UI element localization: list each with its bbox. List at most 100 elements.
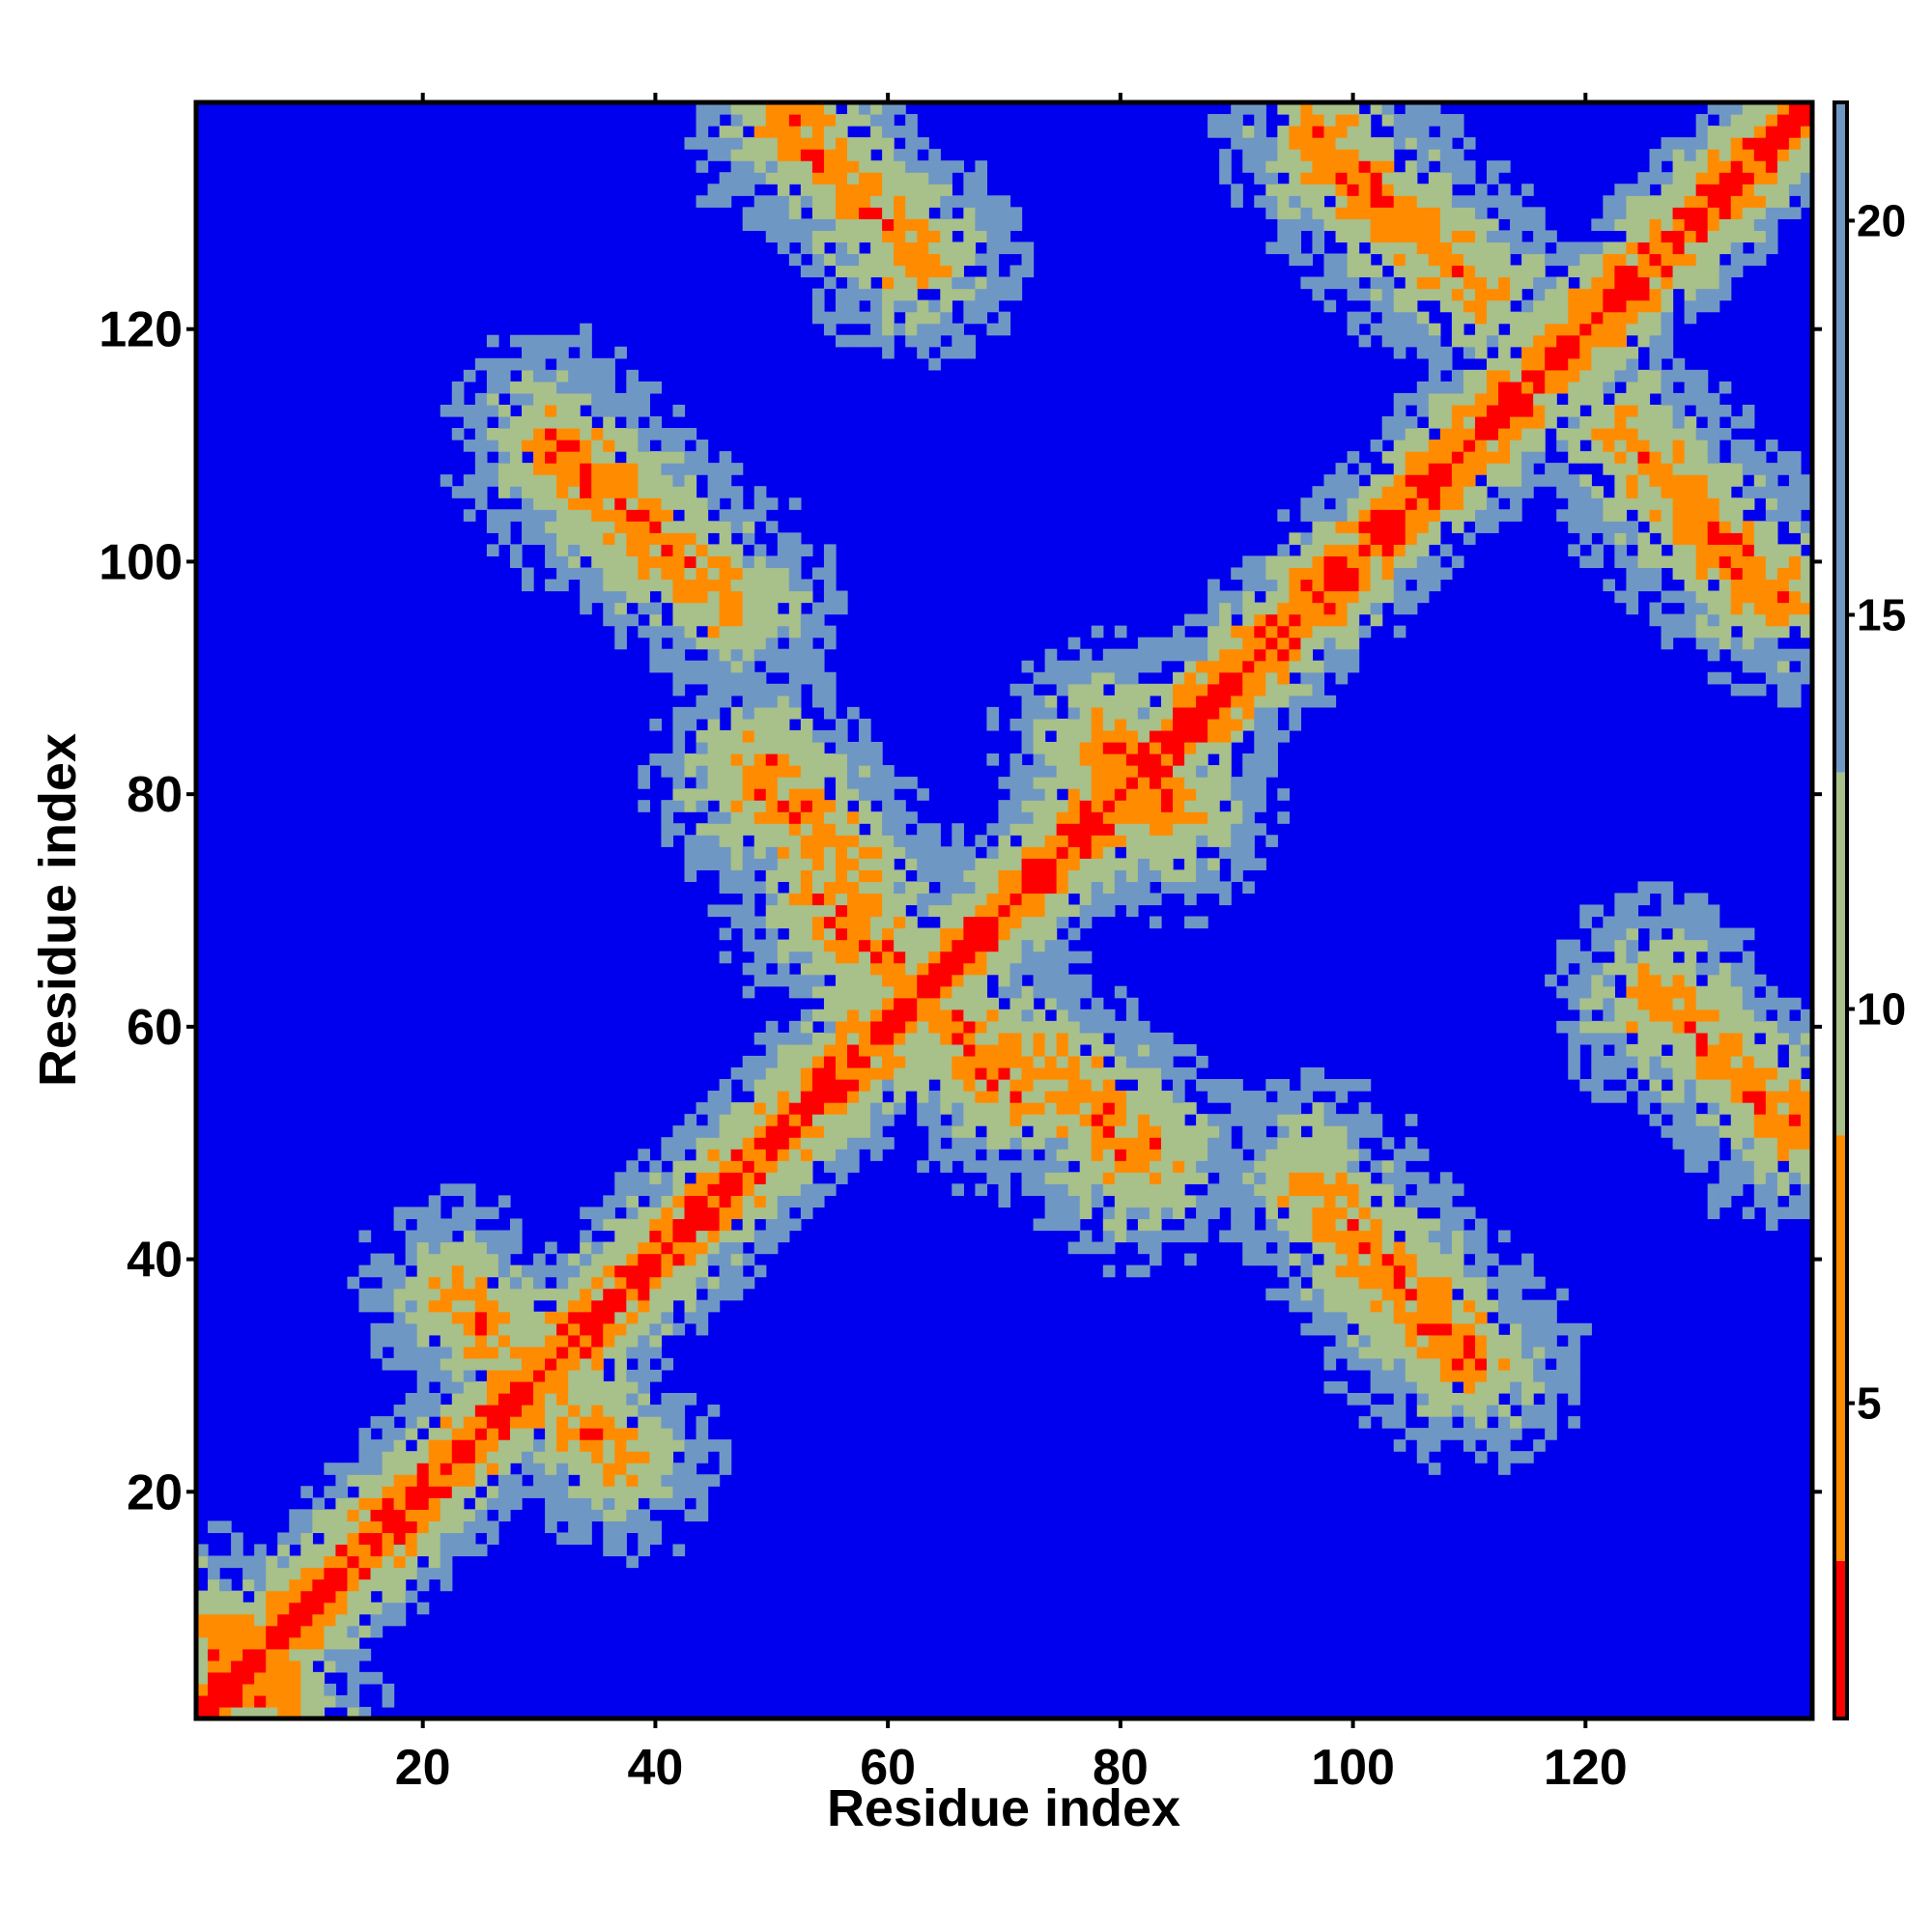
- heatmap-cell: [1439, 1416, 1453, 1429]
- heatmap-cell: [1358, 463, 1372, 475]
- heatmap-cell: [1463, 242, 1476, 255]
- heatmap-cell: [975, 288, 988, 301]
- heatmap-cell: [1289, 1276, 1302, 1290]
- heatmap-cell: [742, 172, 755, 185]
- heatmap-cell: [1510, 288, 1522, 301]
- heatmap-cell: [998, 1055, 1011, 1068]
- heatmap-cell: [1219, 160, 1232, 173]
- heatmap-cell: [847, 288, 860, 301]
- heatmap-cell: [1219, 718, 1232, 731]
- heatmap-cell: [742, 555, 755, 569]
- heatmap-cell: [894, 835, 906, 847]
- heatmap-cell: [1381, 218, 1395, 231]
- heatmap-cell: [730, 741, 744, 754]
- heatmap-cell: [1009, 1009, 1023, 1022]
- heatmap-cell: [463, 1392, 476, 1406]
- heatmap-cell: [1044, 893, 1058, 906]
- heatmap-cell: [545, 428, 557, 440]
- heatmap-cell: [661, 1299, 674, 1313]
- heatmap-cell: [672, 1497, 686, 1510]
- heatmap-cell: [1393, 521, 1406, 533]
- heatmap-cell: [1381, 1195, 1395, 1208]
- heatmap-cell: [1347, 637, 1360, 650]
- heatmap-cell: [1091, 1102, 1104, 1115]
- heatmap-cell: [580, 486, 592, 498]
- heatmap-cell: [811, 253, 825, 267]
- heatmap-cell: [742, 765, 755, 778]
- heatmap-cell: [963, 893, 977, 906]
- heatmap-cell: [1242, 881, 1255, 895]
- heatmap-cell: [894, 962, 906, 976]
- heatmap-cell: [1370, 1405, 1383, 1417]
- heatmap-cell: [952, 1055, 964, 1068]
- heatmap-cell: [1219, 765, 1232, 778]
- heatmap-cell: [556, 428, 569, 440]
- heatmap-cell: [1405, 207, 1418, 219]
- heatmap-cell: [474, 1428, 488, 1440]
- heatmap-cell: [614, 567, 627, 581]
- heatmap-cell: [533, 1380, 546, 1394]
- heatmap-cell: [1137, 1218, 1151, 1232]
- heatmap-cell: [1474, 521, 1488, 533]
- heatmap-cell: [1219, 114, 1232, 127]
- heatmap-cell: [672, 1137, 686, 1150]
- heatmap-cell: [823, 137, 837, 150]
- heatmap-cell: [1428, 579, 1441, 592]
- heatmap-cell: [719, 846, 732, 859]
- heatmap-cell: [603, 404, 615, 417]
- heatmap-cell: [1498, 1334, 1511, 1348]
- heatmap-cell: [300, 1694, 313, 1708]
- heatmap-cell: [800, 1125, 813, 1138]
- heatmap-cell: [765, 904, 779, 918]
- heatmap-cell: [823, 1149, 837, 1161]
- heatmap-cell: [591, 1474, 604, 1487]
- heatmap-cell: [335, 1590, 349, 1604]
- heatmap-cell: [1521, 1380, 1534, 1394]
- heatmap-cell: [463, 1288, 476, 1301]
- heatmap-cell: [1393, 1172, 1406, 1184]
- heatmap-cell: [975, 218, 988, 231]
- heatmap-cell: [1208, 706, 1220, 720]
- heatmap-cell: [416, 1520, 430, 1534]
- heatmap-cell: [1416, 404, 1430, 417]
- heatmap-cell: [811, 753, 825, 766]
- heatmap-cell: [940, 858, 952, 870]
- heatmap-cell: [800, 218, 813, 231]
- heatmap-cell: [580, 1288, 592, 1301]
- heatmap-cell: [847, 939, 860, 952]
- heatmap-cell: [509, 1264, 523, 1278]
- heatmap-cell: [1091, 800, 1104, 812]
- heatmap-cell: [1463, 1288, 1476, 1301]
- heatmap-cell: [428, 1195, 441, 1208]
- heatmap-cell: [324, 1532, 337, 1546]
- heatmap-cell: [1393, 218, 1406, 231]
- heatmap-cell: [474, 486, 488, 498]
- heatmap-cell: [1323, 265, 1337, 278]
- heatmap-cell: [556, 1486, 569, 1498]
- heatmap-cell: [638, 1380, 651, 1394]
- heatmap-cell: [835, 1055, 848, 1068]
- heatmap-cell: [347, 1509, 360, 1521]
- heatmap-cell: [370, 1451, 384, 1463]
- heatmap-cell: [1347, 1392, 1360, 1406]
- heatmap-cell: [1265, 590, 1278, 604]
- heatmap-cell: [1219, 753, 1232, 766]
- heatmap-cell: [882, 927, 895, 941]
- heatmap-cell: [1125, 695, 1139, 708]
- heatmap-cell: [1208, 811, 1220, 824]
- heatmap-cell: [1486, 521, 1499, 533]
- heatmap-cell: [684, 671, 697, 685]
- heatmap-cell: [1370, 102, 1383, 115]
- heatmap-cell: [859, 962, 871, 976]
- heatmap-cell: [707, 1241, 721, 1255]
- heatmap-cell: [811, 846, 825, 859]
- heatmap-cell: [208, 1671, 220, 1685]
- heatmap-cell: [1056, 985, 1069, 999]
- heatmap-cell: [1160, 869, 1174, 883]
- heatmap-cell: [811, 1055, 825, 1068]
- heatmap-cell: [300, 1660, 313, 1673]
- heatmap-cell: [1323, 613, 1337, 627]
- heatmap-cell: [277, 1613, 290, 1627]
- heatmap-cell: [1056, 1183, 1069, 1196]
- heatmap-cell: [1242, 695, 1255, 708]
